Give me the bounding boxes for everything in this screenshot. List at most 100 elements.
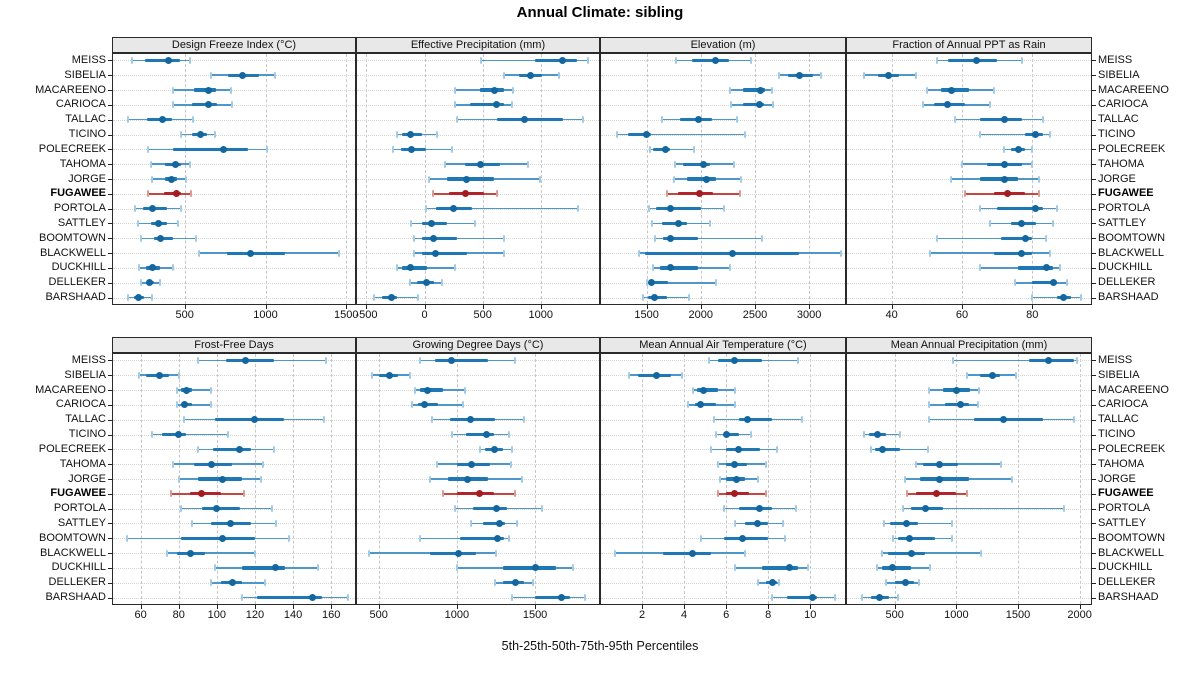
- whisker-cap-5th: [454, 101, 457, 109]
- median-dot: [756, 101, 764, 109]
- percentile-25-75-bar: [663, 551, 712, 555]
- y-axis-tick-left: [108, 164, 112, 166]
- site-label-right: JORGE: [1098, 472, 1136, 485]
- site-label-left: DUCKHILL: [51, 261, 106, 274]
- median-dot: [406, 264, 414, 272]
- whisker-cap-5th: [648, 205, 651, 213]
- percentile-5-95-whisker: [176, 389, 212, 391]
- percentile-25-75-bar: [882, 566, 912, 570]
- site-label-left: BLACKWELL: [39, 546, 106, 559]
- whisker-cap-5th: [198, 249, 201, 257]
- whisker-cap-95th: [450, 145, 453, 153]
- median-dot: [158, 116, 166, 124]
- whisker-cap-95th: [1045, 234, 1048, 242]
- whisker-cap-5th: [409, 279, 412, 287]
- whisker-cap-5th: [455, 564, 458, 572]
- median-dot: [1018, 249, 1026, 257]
- whisker-cap-95th: [693, 145, 696, 153]
- horizontal-gridline: [601, 104, 845, 106]
- whisker-cap-5th: [964, 190, 967, 198]
- percentile-25-75-bar: [466, 432, 494, 437]
- median-dot: [662, 145, 670, 153]
- whisker-cap-5th: [892, 534, 895, 542]
- whisker-cap-5th: [714, 431, 717, 439]
- whisker-cap-95th: [159, 279, 162, 287]
- horizontal-gridline: [357, 223, 599, 225]
- median-dot: [467, 416, 475, 424]
- whisker-cap-95th: [708, 219, 711, 227]
- median-dot: [386, 371, 394, 379]
- whisker-cap-5th: [950, 175, 953, 183]
- median-dot: [666, 205, 674, 213]
- whisker-cap-5th: [978, 205, 981, 213]
- whisker-cap-95th: [584, 594, 587, 602]
- x-axis-tick: [1079, 605, 1081, 609]
- whisker-cap-5th: [453, 505, 456, 513]
- whisker-cap-5th: [733, 564, 736, 572]
- percentile-5-95-whisker: [930, 252, 1050, 254]
- site-label-left: BARSHAAD: [45, 591, 106, 604]
- percentile-25-75-bar: [161, 432, 187, 437]
- site-label-right: BOOMTOWN: [1098, 231, 1166, 244]
- whisker-cap-5th: [881, 549, 884, 557]
- y-axis-tick-left: [108, 390, 112, 392]
- percentile-25-75-bar: [447, 177, 494, 181]
- percentile-25-75-bar: [724, 536, 769, 540]
- site-label-left: CARIOCA: [55, 98, 106, 111]
- x-axis-tick: [331, 605, 333, 609]
- median-dot: [421, 401, 429, 409]
- x-axis-tick: [956, 605, 958, 609]
- x-axis-tick-label: 1000: [528, 309, 553, 321]
- x-axis-tick-label: 100: [207, 609, 227, 621]
- whisker-cap-5th: [869, 445, 872, 453]
- horizontal-gridline: [847, 297, 1091, 299]
- whisker-cap-95th: [510, 445, 513, 453]
- whisker-cap-95th: [440, 279, 443, 287]
- percentile-25-75-bar: [460, 536, 504, 540]
- y-axis-tick-right: [1092, 164, 1096, 166]
- median-dot: [461, 190, 469, 198]
- median-dot: [1044, 356, 1052, 364]
- whisker-cap-95th: [582, 116, 585, 124]
- median-dot: [647, 279, 655, 287]
- whisker-cap-95th: [1020, 56, 1023, 64]
- whisker-cap-5th: [674, 56, 677, 64]
- site-label-left: DELLEKER: [48, 276, 106, 289]
- whisker-cap-95th: [213, 131, 216, 139]
- whisker-cap-5th: [455, 116, 458, 124]
- site-label-right: MACAREENO: [1098, 83, 1169, 96]
- median-dot: [1000, 116, 1008, 124]
- whisker-cap-5th: [183, 416, 186, 424]
- y-axis-tick-right: [1092, 449, 1096, 451]
- horizontal-gridline: [113, 267, 355, 269]
- percentile-5-95-whisker: [152, 433, 229, 436]
- whisker-cap-5th: [172, 86, 175, 94]
- x-axis-tick: [891, 305, 893, 309]
- whisker-cap-95th: [274, 519, 277, 527]
- whisker-cap-5th: [428, 475, 431, 483]
- whisker-cap-95th: [1063, 505, 1066, 513]
- whisker-cap-5th: [430, 416, 433, 424]
- median-dot: [155, 219, 163, 227]
- whisker-cap-95th: [765, 490, 768, 498]
- median-dot: [956, 401, 964, 409]
- site-label-left: FUGAWEE: [50, 487, 106, 500]
- whisker-cap-95th: [794, 505, 797, 513]
- percentile-25-75-bar: [787, 595, 817, 600]
- percentile-25-75-bar: [402, 266, 428, 270]
- whisker-cap-95th: [738, 190, 741, 198]
- horizontal-gridline: [847, 267, 1091, 269]
- horizontal-gridline: [601, 523, 845, 525]
- median-dot: [251, 416, 259, 424]
- y-axis-tick-left: [108, 567, 112, 569]
- percentile-5-95-whisker: [915, 463, 1001, 465]
- median-dot: [476, 490, 484, 498]
- percentile-25-75-bar: [691, 58, 730, 62]
- site-label-left: BOOMTOWN: [38, 231, 106, 244]
- whisker-cap-95th: [733, 386, 736, 394]
- y-axis-tick-right: [1092, 390, 1096, 392]
- whisker-cap-5th: [936, 234, 939, 242]
- median-dot: [463, 475, 471, 483]
- median-dot: [674, 219, 682, 227]
- median-dot: [739, 534, 747, 542]
